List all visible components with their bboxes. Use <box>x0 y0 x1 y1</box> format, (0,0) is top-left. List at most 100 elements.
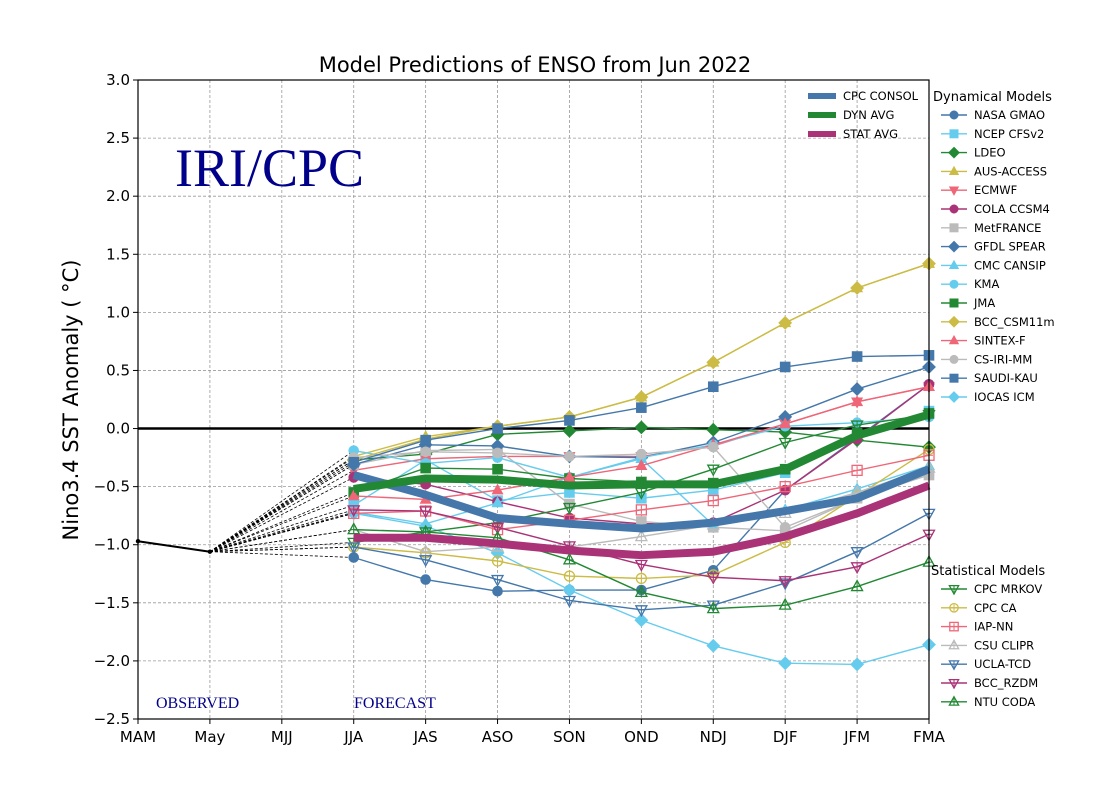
y-tick-label: −2.0 <box>94 652 130 670</box>
y-tick-label: 2.5 <box>106 129 130 147</box>
legend-label: CS-IRI-MM <box>974 352 1032 366</box>
y-tick-label: −1.0 <box>94 536 130 554</box>
legend-label: IAP-NN <box>974 620 1013 634</box>
y-tick-label: 0.5 <box>106 361 130 379</box>
marker-diamond <box>948 391 960 403</box>
marker-square <box>420 462 431 474</box>
legend-label: NCEP CFSv2 <box>974 127 1044 141</box>
statistical-legend-title: Statistical Models <box>931 564 1045 579</box>
y-tick-label: 1.0 <box>106 303 130 321</box>
plot-frame <box>137 79 930 720</box>
marker-diamond <box>706 355 721 370</box>
marker-circle <box>635 572 648 585</box>
x-tick-label: FMA <box>913 728 946 746</box>
marker-square <box>949 129 959 139</box>
statistical-legend: CPC MRKOV CPC CA IAP-NN CSU CLIPR UCLA-TCD BC… <box>941 582 1042 709</box>
marker-triangle-up <box>491 483 504 495</box>
marker-triangle-up <box>851 395 864 407</box>
x-tick-label: SON <box>553 728 586 746</box>
marker-square <box>851 351 863 362</box>
legend-label: COLA CCSM4 <box>974 202 1050 216</box>
observed-line <box>137 540 211 553</box>
forecast-connector <box>209 461 354 553</box>
marker-square <box>492 423 503 434</box>
legend-label: DYN AVG <box>843 108 894 122</box>
marker-square <box>492 463 503 475</box>
marker-diamond <box>948 240 960 253</box>
marker-triangle-up <box>948 259 960 270</box>
legend-label: CPC MRKOV <box>974 582 1042 596</box>
y-tick-label: 2.0 <box>106 187 130 205</box>
marker-square <box>949 223 959 233</box>
observed-label: OBSERVED <box>156 695 239 712</box>
marker-triangle-up <box>635 459 648 471</box>
legend-label: CPC CONSOL <box>843 89 919 103</box>
marker-square <box>564 415 575 426</box>
legend-label: NTU CODA <box>974 695 1035 709</box>
x-tick-label: JAS <box>413 728 438 746</box>
forecast-connector <box>209 546 354 553</box>
legend-label: CSU CLIPR <box>974 638 1034 652</box>
x-tick-label: DJF <box>773 728 798 746</box>
dynamical-legend: NASA GMAO NCEP CFSv2 LDEO AUS-ACCESS ECMWF CO… <box>941 108 1055 404</box>
x-tick-label: MJJ <box>271 728 293 746</box>
legend-label: LDEO <box>974 146 1006 160</box>
marker-diamond <box>850 657 865 672</box>
marker-diamond <box>850 281 865 295</box>
marker-triangle-up <box>948 165 960 176</box>
marker-square <box>635 504 648 516</box>
marker-diamond <box>778 656 793 671</box>
legend-label: GFDL SPEAR <box>974 240 1046 254</box>
marker-square <box>779 480 791 493</box>
forecast-connector <box>209 470 354 553</box>
legend-label: AUS-ACCESS <box>974 164 1047 178</box>
marker-diamond <box>706 422 721 437</box>
y-tick-label: −2.5 <box>94 710 130 728</box>
marker-diamond <box>634 390 649 405</box>
forecast-connector <box>209 459 354 553</box>
legend-label: KMA <box>974 277 999 291</box>
forecast-connector <box>209 542 354 553</box>
y-tick-label: −1.5 <box>94 594 130 612</box>
marker-circle <box>492 447 503 459</box>
marker-diamond <box>634 613 649 628</box>
forecast-connector <box>209 492 354 553</box>
forecast-connector <box>209 464 354 553</box>
dynamical-legend-title: Dynamical Models <box>933 90 1052 105</box>
marker-square <box>636 402 647 413</box>
legend-label: BCC_CSM11m <box>974 315 1055 329</box>
marker-diamond <box>778 315 793 330</box>
legend-label: SINTEX-F <box>974 334 1026 348</box>
forecast-connector <box>209 457 354 553</box>
marker-square <box>420 434 431 446</box>
marker-diamond <box>562 583 577 597</box>
legend-label: IOCAS ICM <box>974 390 1035 404</box>
marker-circle <box>636 448 647 460</box>
legend-label: CPC CA <box>974 601 1017 615</box>
average-series <box>352 410 931 560</box>
marker-triangle-up <box>347 489 360 501</box>
marker-circle <box>949 204 959 214</box>
forecast-connector <box>209 476 354 553</box>
forecast-connector <box>209 495 354 553</box>
marker-diamond <box>634 420 649 435</box>
model-series <box>209 256 936 672</box>
marker-triangle-up <box>948 334 960 345</box>
observed-series <box>135 539 213 554</box>
x-tick-label: JFM <box>843 728 870 746</box>
legend-label: STAT AVG <box>843 127 898 141</box>
x-tick-label: JJA <box>343 728 364 746</box>
marker-circle <box>420 574 431 585</box>
legend-label: JMA <box>973 296 995 310</box>
x-tick-label: NDJ <box>700 728 727 746</box>
marker-circle <box>420 446 431 458</box>
marker-diamond <box>948 146 960 159</box>
marker-square <box>851 464 863 477</box>
marker-square <box>949 621 959 632</box>
marker-square <box>779 361 791 373</box>
legend-label: BCC_RZDM <box>974 676 1038 690</box>
marker-diamond <box>850 382 865 396</box>
model-series-iocas-icm <box>346 506 936 672</box>
average-legend: CPC CONSOL DYN AVG STAT AVG <box>808 89 919 141</box>
legend-label: UCLA-TCD <box>974 657 1031 671</box>
